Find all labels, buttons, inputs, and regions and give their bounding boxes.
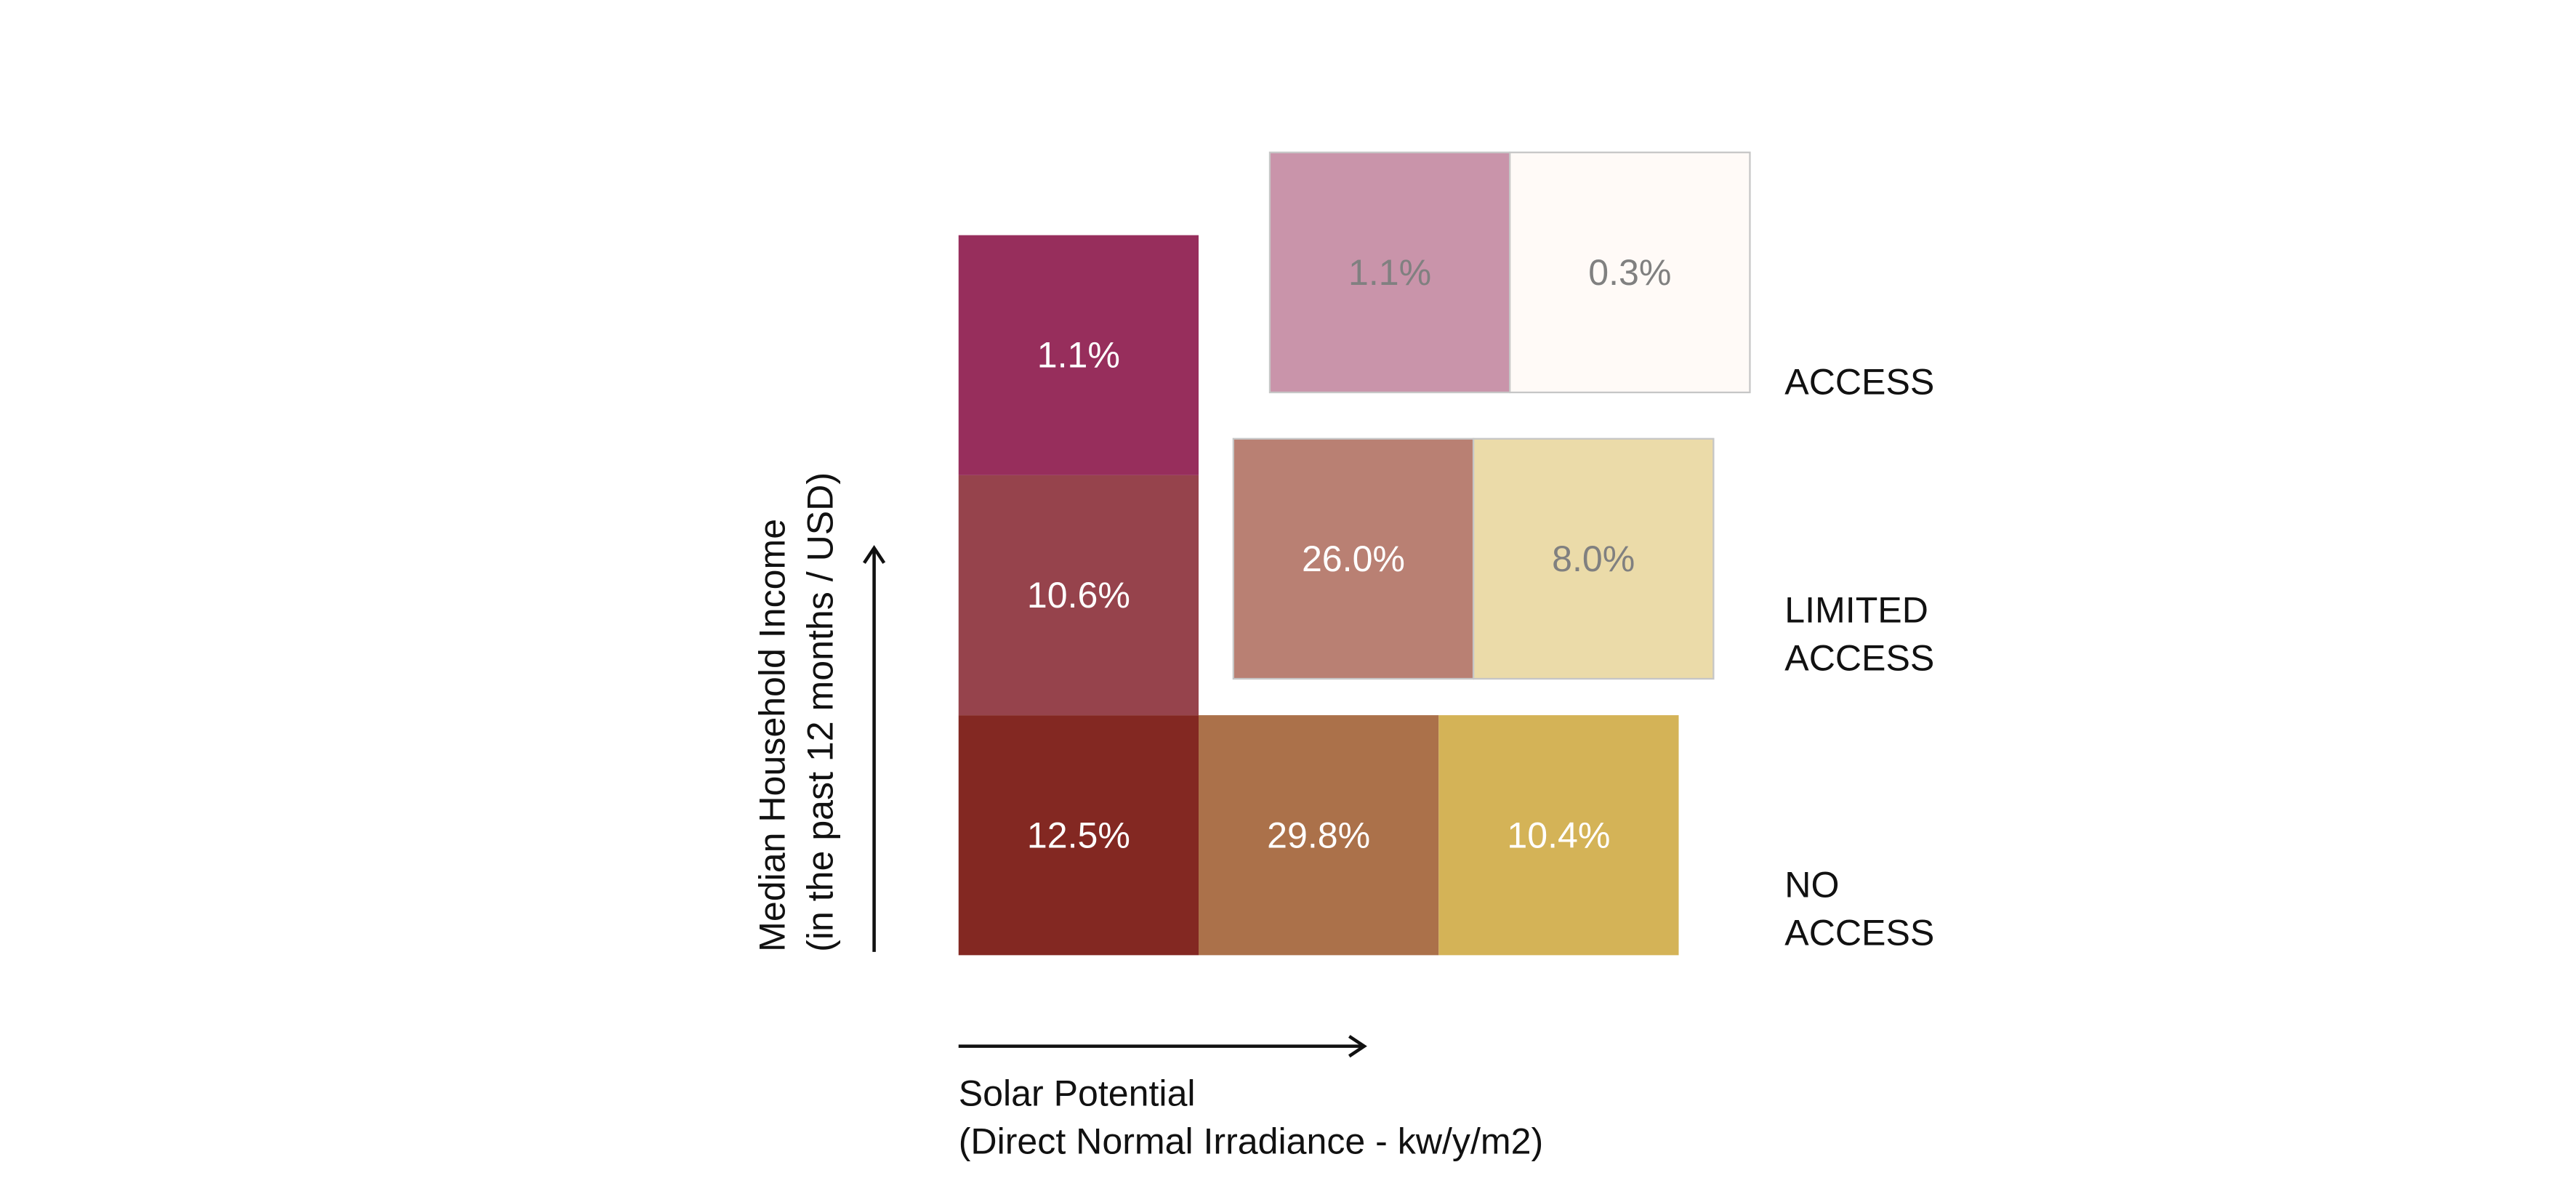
row-label-no-1: NO — [1784, 865, 1839, 905]
cell-limited-1 — [1232, 437, 1475, 680]
row-label-access-1: ACCESS — [1784, 361, 1934, 402]
cell-no-1 — [958, 715, 1199, 956]
cell-value-access-2: 0.3% — [1588, 252, 1671, 293]
x-axis-label-line1: Solar Potential — [959, 1073, 1196, 1114]
cell-value-no-2: 29.8% — [1267, 815, 1370, 855]
x-axis-arrow-head — [1348, 1035, 1367, 1058]
labels-layer: 12.5% 29.8% 10.4% 10.6% 1.1% 26.0% 8.0% 1.1% 0.3… — [752, 252, 1935, 1162]
cell-no-2 — [1199, 715, 1439, 956]
row-label-limited-1: LIMITED — [1784, 590, 1928, 631]
cell-value-income-high: 1.1% — [1037, 335, 1120, 376]
cell-value-access-1: 1.1% — [1348, 252, 1431, 293]
cell-no-3 — [1438, 715, 1679, 956]
cell-access-1 — [1268, 151, 1511, 394]
x-axis-label-line2: (Direct Normal Irradiance - kw/y/m2) — [959, 1121, 1543, 1162]
cell-value-limited-2: 8.0% — [1552, 538, 1635, 579]
cell-value-income-mid: 10.6% — [1027, 575, 1130, 616]
cell-access-2 — [1509, 151, 1751, 394]
cell-value-no-1: 12.5% — [1027, 815, 1130, 855]
y-axis-label-line2: (in the past 12 months / USD) — [800, 472, 841, 952]
row-label-limited-2: ACCESS — [1784, 638, 1934, 679]
y-axis-label-group: Median Household Income (in the past 12 m… — [752, 472, 841, 952]
cell-income-high — [958, 235, 1199, 475]
cell-limited-2 — [1472, 437, 1715, 680]
cell-value-no-3: 10.4% — [1507, 815, 1610, 855]
cells-layer — [958, 151, 1751, 956]
cell-income-mid — [958, 475, 1199, 716]
y-axis-arrow-head — [863, 544, 886, 564]
row-label-no-2: ACCESS — [1784, 913, 1934, 953]
y-axis-label-line1: Median Household Income — [752, 519, 793, 952]
cell-value-limited-1: 26.0% — [1302, 538, 1405, 579]
